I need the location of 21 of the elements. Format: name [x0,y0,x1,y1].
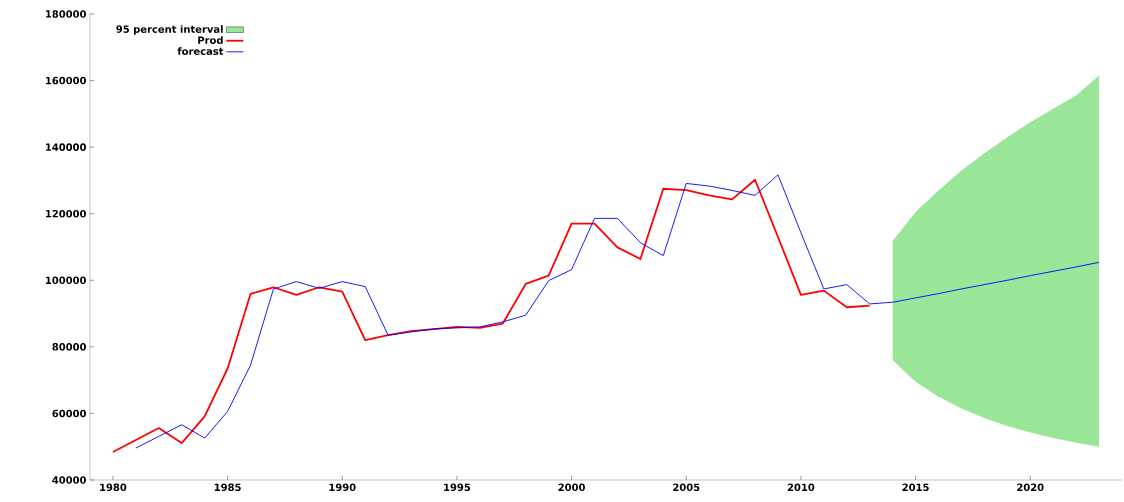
legend-label: forecast [177,47,224,55]
legend-label: Prod [198,36,223,44]
y-tick-label: 120000 [46,209,87,218]
y-tick-label: 100000 [46,276,87,285]
x-tick-label: 1990 [329,483,356,492]
x-tick-label: 1985 [214,483,241,492]
legend-label: 95 percent interval [116,25,223,35]
y-tick-label: 40000 [52,476,87,484]
x-tick-label: 2005 [673,483,700,492]
x-tick-label: 2000 [558,483,585,492]
y-tick-label: 160000 [46,76,87,85]
line-series [112,178,871,453]
x-tick-label: 2010 [787,483,815,492]
x-tick-label: 2020 [1017,483,1044,492]
x-tick-label: 2015 [902,483,929,492]
x-tick-label: 1980 [100,483,127,492]
y-tick-label: 140000 [46,143,87,151]
y-tick-label: 180000 [46,10,87,18]
y-tick-label: 80000 [52,343,87,351]
x-tick-label: 1995 [444,483,471,492]
y-tick-label: 60000 [52,409,87,418]
